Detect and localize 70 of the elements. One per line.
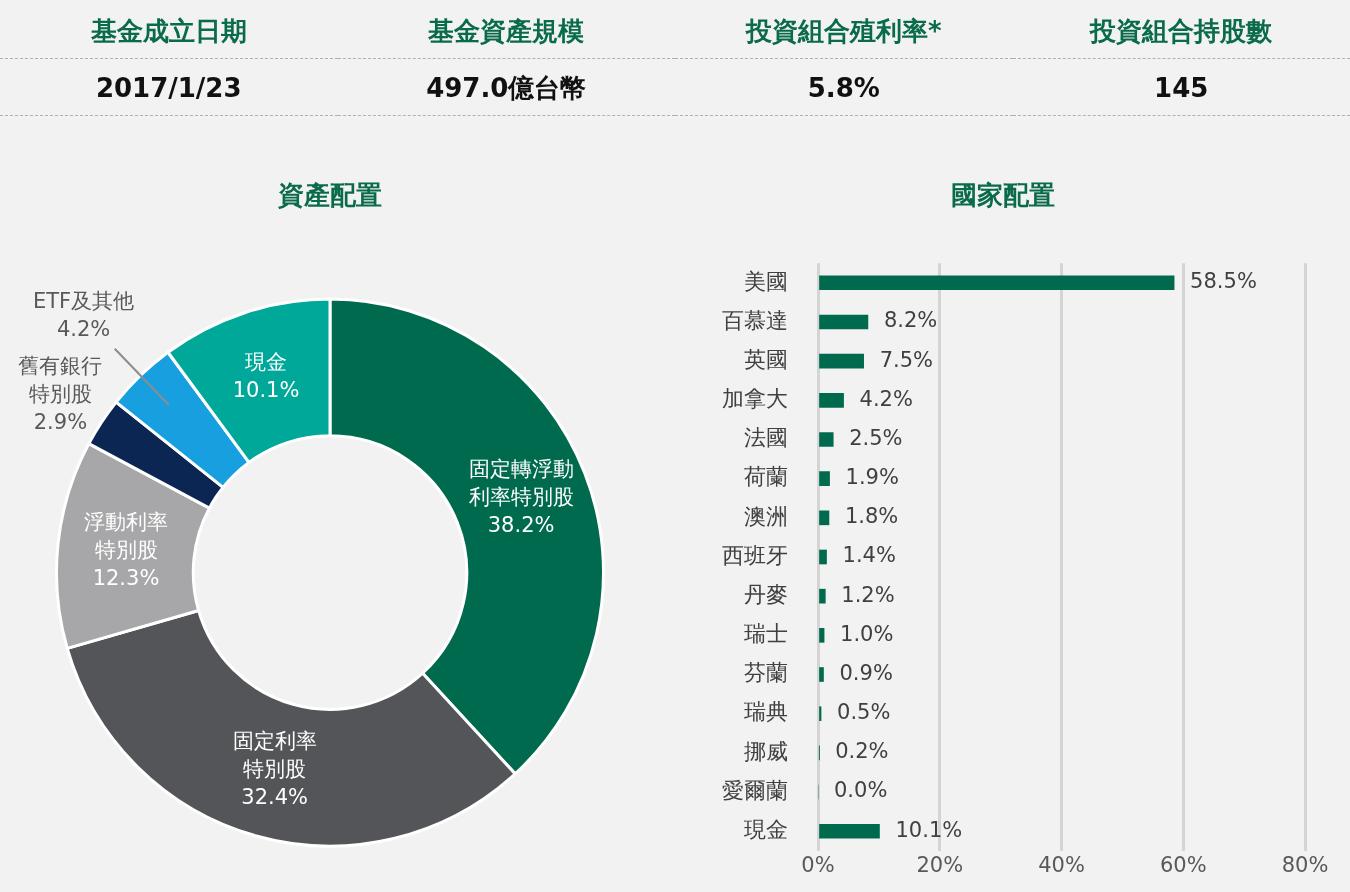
y-tick-label: 挪威: [744, 738, 788, 764]
data-label: 0.5%: [837, 700, 891, 725]
category-label: 投資組合殖利率*: [675, 0, 1013, 59]
slice-label: 固定利率特別股: [232, 728, 317, 781]
y-tick-label: 加拿大: [722, 386, 788, 412]
data-label: 2.9%: [33, 409, 88, 434]
category-label: 基金成立日期: [0, 0, 338, 59]
category-label: 投資組合持股數: [1012, 0, 1350, 59]
x-tick-label: 40%: [1038, 852, 1085, 877]
data-label: 58.5%: [1190, 269, 1257, 294]
bar: [819, 392, 844, 408]
data-label: 1.0%: [840, 621, 894, 646]
y-tick-label: 西班牙: [722, 542, 788, 568]
bar: [819, 667, 824, 682]
bar: [819, 275, 1175, 291]
text: 497.0億台幣: [426, 73, 587, 103]
data-label: 7.5%: [879, 347, 934, 372]
chart-title: 國家配置: [950, 180, 1055, 211]
data-label: 1.9%: [845, 465, 899, 490]
y-tick-label: 澳洲: [744, 503, 788, 529]
slice-label: 浮動利率特別股: [84, 509, 169, 562]
y-tick-label: 瑞典: [744, 699, 788, 725]
slice-label: 現金: [245, 350, 288, 375]
text: 5.8%: [807, 73, 880, 103]
bar: [819, 549, 827, 565]
data-label: 10.1%: [895, 817, 963, 842]
y-tick-label: 英國: [744, 346, 788, 372]
bar: [819, 471, 830, 486]
slice-label: 固定轉浮動利率特別股: [468, 456, 574, 509]
bar: [819, 706, 822, 722]
y-tick-label: 法國: [744, 425, 788, 451]
data-label: 4.2%: [56, 316, 111, 341]
category-label: 基金資產規模: [337, 0, 675, 59]
data-label: 0.2%: [835, 739, 889, 764]
y-tick-label: 荷蘭: [744, 464, 788, 490]
bar: [819, 353, 864, 369]
y-tick-label: 百慕達: [722, 307, 788, 333]
x-tick-label: 0%: [801, 852, 835, 877]
x-tick-label: 60%: [1159, 852, 1207, 877]
y-tick-label: 現金: [744, 816, 788, 842]
data-label: 1.2%: [841, 582, 895, 607]
bar: [819, 432, 834, 447]
data-label: 12.3%: [92, 565, 160, 590]
bar: [819, 823, 880, 839]
data-label: 10.1%: [232, 378, 300, 403]
data-label: 0.9%: [839, 660, 893, 685]
data-label: 38.2%: [487, 512, 555, 537]
text: 145: [1154, 73, 1209, 103]
bar: [819, 588, 826, 604]
bar: [819, 628, 825, 643]
y-tick-label: 芬蘭: [744, 660, 788, 686]
y-tick-label: 丹麥: [744, 581, 788, 607]
data-label: 1.4%: [842, 543, 896, 568]
data-label: 2.5%: [849, 425, 903, 450]
data-label: 32.4%: [241, 784, 309, 809]
bar: [819, 510, 830, 526]
bar: [819, 314, 869, 330]
y-tick-label: 瑞士: [744, 621, 788, 647]
text: 2017/1/23: [95, 73, 242, 103]
data-label: 4.2%: [859, 386, 913, 411]
chart-title: 資產配置: [277, 180, 382, 211]
x-tick-label: 20%: [916, 852, 964, 877]
slice-label: ETF及其他: [32, 288, 135, 313]
x-tick-label: 80%: [1281, 852, 1329, 877]
y-tick-label: 愛爾蘭: [722, 777, 788, 803]
data-label: 8.2%: [883, 308, 938, 333]
data-label: 1.8%: [844, 504, 899, 529]
y-tick-label: 美國: [744, 268, 788, 294]
data-label: 0.0%: [834, 778, 888, 803]
slice-label: 舊有銀行特別股: [18, 353, 103, 406]
